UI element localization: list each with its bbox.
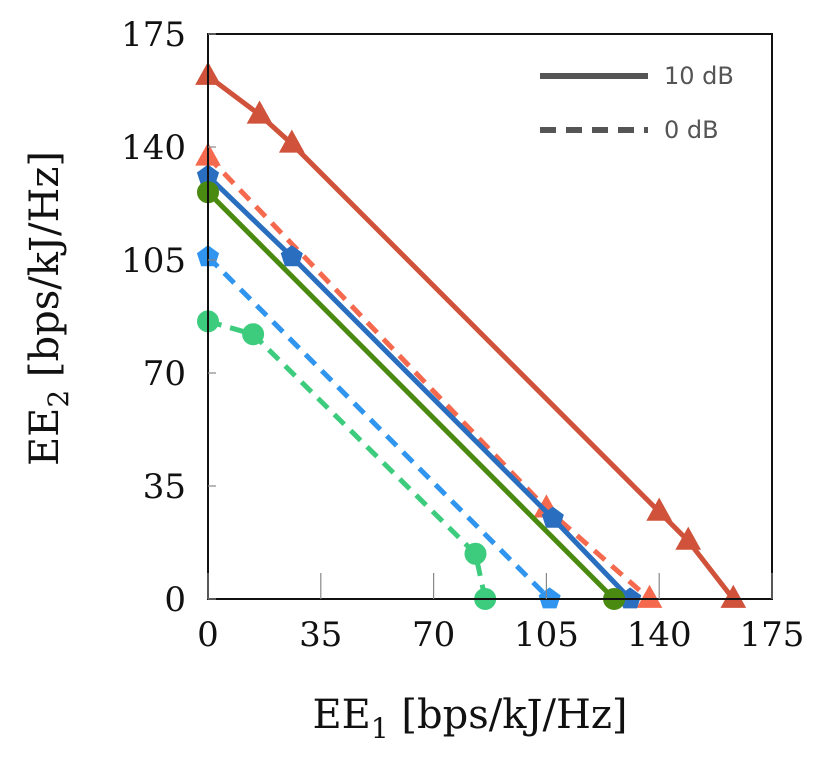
y-tick-label: 140 bbox=[121, 128, 186, 168]
x-tick-label: 70 bbox=[412, 615, 455, 655]
y-tick-label: 0 bbox=[164, 580, 186, 620]
y-tick-label: 35 bbox=[143, 467, 186, 507]
series-2 bbox=[195, 142, 663, 608]
series-line bbox=[207, 318, 488, 600]
series-line bbox=[206, 190, 616, 601]
series-3 bbox=[196, 164, 642, 609]
data-point bbox=[541, 506, 564, 528]
data-point bbox=[646, 497, 673, 521]
data-point bbox=[675, 526, 702, 550]
data-point bbox=[464, 542, 487, 565]
y-tick-label: 70 bbox=[143, 354, 186, 394]
series-4 bbox=[197, 181, 626, 610]
legend: 10 dB 0 dB bbox=[540, 62, 734, 144]
y-tick-label: 175 bbox=[121, 15, 186, 55]
plot-area bbox=[195, 61, 747, 610]
series-line bbox=[206, 73, 736, 601]
series-5 bbox=[196, 245, 561, 609]
data-point bbox=[720, 584, 747, 608]
data-point bbox=[636, 584, 663, 608]
x-tick-label: 0 bbox=[197, 615, 219, 655]
series-line bbox=[206, 174, 633, 601]
x-tick-label: 105 bbox=[514, 615, 579, 655]
axes: 0 35 70 105 140 175 0 35 70 105 140 175 EE1 [bps/kJ/… bbox=[22, 15, 804, 745]
series-6 bbox=[197, 310, 497, 610]
data-point bbox=[280, 245, 303, 267]
x-axis-label: EE1 [bps/kJ/Hz] bbox=[312, 692, 627, 745]
series-1 bbox=[195, 61, 747, 608]
series-line bbox=[206, 255, 552, 601]
data-point bbox=[242, 323, 265, 346]
axis-frame bbox=[207, 33, 773, 600]
x-tick-label: 140 bbox=[627, 615, 692, 655]
legend-label: 0 dB bbox=[664, 116, 719, 144]
y-tick-label: 105 bbox=[121, 241, 186, 281]
data-point bbox=[246, 100, 273, 124]
legend-label: 10 dB bbox=[664, 62, 734, 90]
series-line bbox=[206, 154, 652, 601]
x-tick-label: 175 bbox=[740, 615, 805, 655]
data-point bbox=[278, 129, 305, 153]
data-point bbox=[538, 587, 561, 609]
x-tick-label: 35 bbox=[299, 615, 342, 655]
y-axis-label: EE2 [bps/kJ/Hz] bbox=[22, 151, 75, 466]
